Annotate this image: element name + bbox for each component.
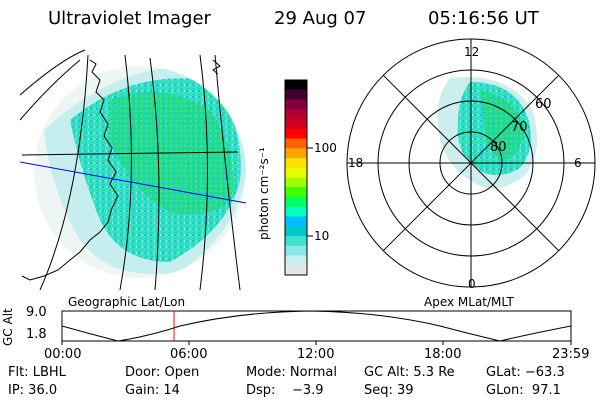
altitude-xtick-1: 06:00 xyxy=(170,347,208,362)
colorbar-segment xyxy=(285,177,307,188)
mlt-label-midnight: 0 xyxy=(468,277,476,291)
status-gain: Gain: 14 xyxy=(125,383,180,398)
altitude-ytick-max: 9.0 xyxy=(26,305,47,320)
altitude-ytick-min: 1.8 xyxy=(26,327,47,342)
colorbar-segment xyxy=(285,255,307,266)
colorbar-segment xyxy=(285,216,307,227)
colorbar-segment xyxy=(285,167,307,178)
observation-time: 05:16:56 UT xyxy=(428,8,539,29)
status-filter: Flt: LBHL xyxy=(8,365,66,380)
colorbar-segment xyxy=(285,148,307,159)
colorbar-segment xyxy=(285,236,307,247)
colorbar-tick-10: 10 xyxy=(314,229,330,243)
colorbar xyxy=(284,79,313,276)
polar-caption: Apex MLat/MLT xyxy=(424,295,514,309)
colorbar-segment xyxy=(285,158,307,169)
mlt-label-dusk: 18 xyxy=(348,156,364,170)
polar-aurora xyxy=(437,77,538,189)
altitude-curve xyxy=(62,311,571,341)
colorbar-segment xyxy=(285,197,307,208)
colorbar-segment xyxy=(285,187,307,198)
colorbar-segment xyxy=(285,99,307,110)
colorbar-frame xyxy=(284,79,308,276)
coastline xyxy=(21,59,119,281)
colorbar-segment xyxy=(285,138,307,149)
status-dsp: Dsp: −3.9 xyxy=(246,383,324,398)
status-mode: Mode: Normal xyxy=(246,365,337,380)
status-glon: GLon: 97.1 xyxy=(486,383,561,398)
colorbar-segment xyxy=(285,226,307,237)
colorbar-segment xyxy=(285,89,307,100)
status-ip: IP: 36.0 xyxy=(8,383,58,398)
geographic-grid xyxy=(20,49,241,290)
colorbar-tick-100: 100 xyxy=(314,141,337,155)
altitude-strip xyxy=(61,310,572,345)
colorbar-segment xyxy=(285,128,307,139)
status-seq: Seq: 39 xyxy=(364,383,414,398)
observation-date: 29 Aug 07 xyxy=(274,8,367,29)
colorbar-segment xyxy=(285,109,307,120)
status-glat: GLat: −63.3 xyxy=(486,365,565,380)
mlat-label-70: 70 xyxy=(511,120,528,135)
polar-grid xyxy=(346,38,596,288)
left-map-caption: Geographic Lat/Lon xyxy=(68,295,186,309)
mlt-label-dawn: 6 xyxy=(574,156,582,170)
status-gc-alt: GC Alt: 5.3 Re xyxy=(364,365,455,380)
colorbar-segment xyxy=(285,265,307,276)
colorbar-unit-label: photon cm⁻²s⁻¹ xyxy=(257,147,271,240)
geographic-map xyxy=(20,49,247,290)
mlat-label-80: 80 xyxy=(490,140,507,155)
colorbar-segment xyxy=(285,119,307,130)
altitude-frame xyxy=(61,310,572,342)
mlt-label-noon: 12 xyxy=(464,45,480,59)
altitude-xtick-0: 00:00 xyxy=(44,347,82,362)
altitude-xtick-2: 12:00 xyxy=(297,347,335,362)
colorbar-segment xyxy=(285,206,307,217)
polar-plot xyxy=(346,38,596,288)
reference-line xyxy=(20,161,247,204)
status-door: Door: Open xyxy=(125,365,200,380)
mlat-label-60: 60 xyxy=(535,97,552,112)
instrument-title: Ultraviolet Imager xyxy=(48,8,211,29)
altitude-xtick-3: 18:00 xyxy=(424,347,462,362)
altitude-ylabel: GC Alt xyxy=(1,308,15,346)
corner-glyph xyxy=(212,59,221,75)
colorbar-segment xyxy=(285,80,307,91)
altitude-xtick-4: 23:59 xyxy=(552,347,590,362)
uv-emission-disc xyxy=(34,66,246,278)
colorbar-segment xyxy=(285,245,307,256)
